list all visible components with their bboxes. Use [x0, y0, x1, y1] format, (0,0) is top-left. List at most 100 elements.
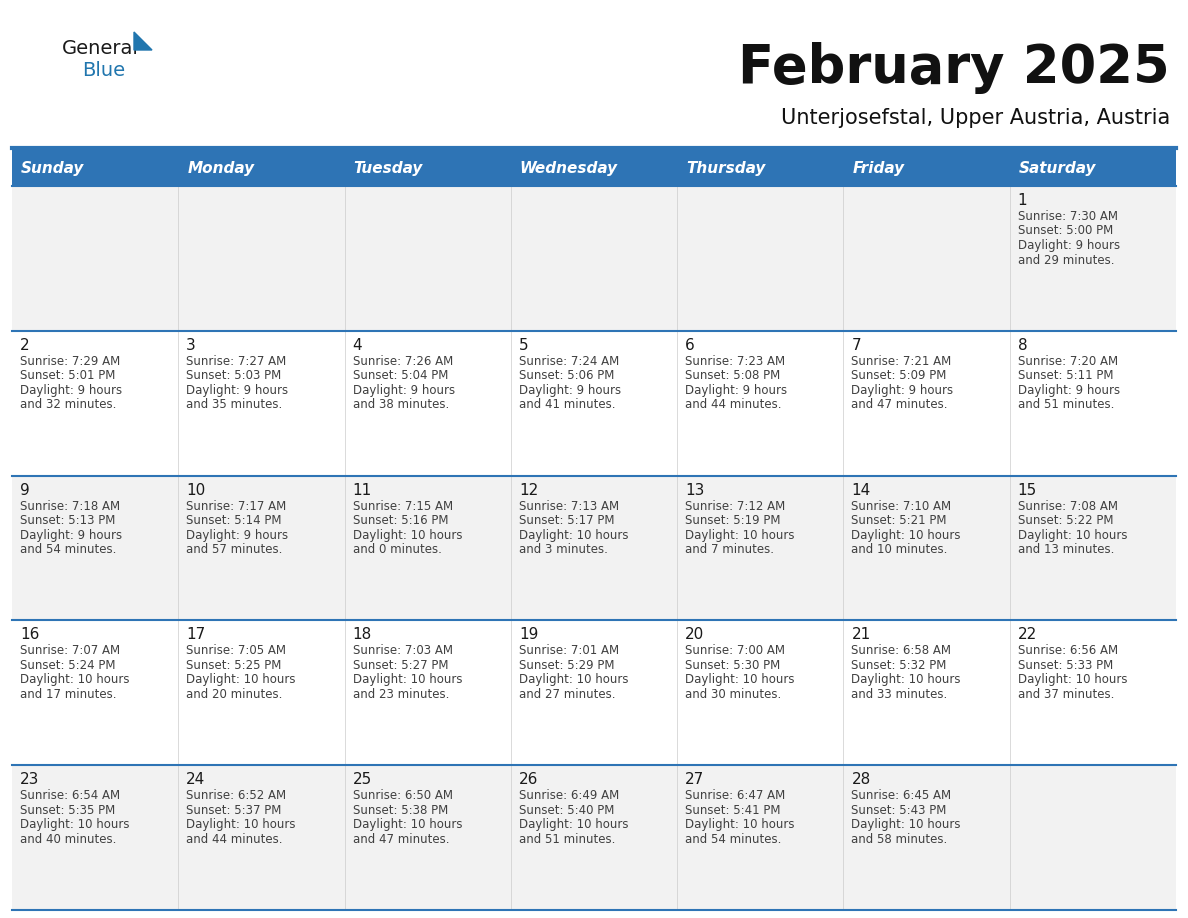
Text: and 27 minutes.: and 27 minutes.: [519, 688, 615, 701]
Text: Sunrise: 7:08 AM: Sunrise: 7:08 AM: [1018, 499, 1118, 512]
Text: Sunrise: 7:15 AM: Sunrise: 7:15 AM: [353, 499, 453, 512]
Text: and 17 minutes.: and 17 minutes.: [20, 688, 116, 701]
Text: Sunset: 5:38 PM: Sunset: 5:38 PM: [353, 803, 448, 817]
Text: 6: 6: [685, 338, 695, 353]
Text: and 58 minutes.: and 58 minutes.: [852, 833, 948, 845]
Text: Sunrise: 6:47 AM: Sunrise: 6:47 AM: [685, 789, 785, 802]
Text: 28: 28: [852, 772, 871, 788]
Text: and 38 minutes.: and 38 minutes.: [353, 398, 449, 411]
Text: February 2025: February 2025: [739, 42, 1170, 94]
Bar: [511, 148, 677, 186]
Text: 27: 27: [685, 772, 704, 788]
Text: Daylight: 10 hours: Daylight: 10 hours: [1018, 674, 1127, 687]
Text: Sunset: 5:04 PM: Sunset: 5:04 PM: [353, 369, 448, 382]
Text: Daylight: 10 hours: Daylight: 10 hours: [187, 818, 296, 831]
Text: 14: 14: [852, 483, 871, 498]
Bar: [12, 766, 1176, 910]
Text: Saturday: Saturday: [1019, 161, 1097, 175]
Text: 21: 21: [852, 627, 871, 643]
Text: Daylight: 10 hours: Daylight: 10 hours: [20, 818, 129, 831]
Text: Sunrise: 6:52 AM: Sunrise: 6:52 AM: [187, 789, 286, 802]
Bar: [1010, 148, 1176, 186]
Text: 23: 23: [20, 772, 39, 788]
Text: 4: 4: [353, 338, 362, 353]
Bar: [677, 148, 843, 186]
Text: Sunrise: 6:50 AM: Sunrise: 6:50 AM: [353, 789, 453, 802]
Bar: [12, 148, 178, 186]
Text: Friday: Friday: [853, 161, 904, 175]
Text: Sunset: 5:41 PM: Sunset: 5:41 PM: [685, 803, 781, 817]
Text: 25: 25: [353, 772, 372, 788]
Text: and 51 minutes.: and 51 minutes.: [1018, 398, 1114, 411]
Text: Monday: Monday: [188, 161, 254, 175]
Text: Daylight: 10 hours: Daylight: 10 hours: [353, 529, 462, 542]
Text: Sunrise: 6:56 AM: Sunrise: 6:56 AM: [1018, 644, 1118, 657]
Text: and 44 minutes.: and 44 minutes.: [187, 833, 283, 845]
Text: Sunset: 5:30 PM: Sunset: 5:30 PM: [685, 659, 781, 672]
Text: Sunset: 5:32 PM: Sunset: 5:32 PM: [852, 659, 947, 672]
Text: Sunset: 5:01 PM: Sunset: 5:01 PM: [20, 369, 115, 382]
Text: Daylight: 9 hours: Daylight: 9 hours: [187, 384, 289, 397]
Text: Sunset: 5:33 PM: Sunset: 5:33 PM: [1018, 659, 1113, 672]
Text: Sunset: 5:22 PM: Sunset: 5:22 PM: [1018, 514, 1113, 527]
Text: Daylight: 10 hours: Daylight: 10 hours: [353, 674, 462, 687]
Text: 5: 5: [519, 338, 529, 353]
Text: Sunrise: 7:21 AM: Sunrise: 7:21 AM: [852, 354, 952, 368]
Text: Tuesday: Tuesday: [354, 161, 423, 175]
Text: Daylight: 10 hours: Daylight: 10 hours: [20, 674, 129, 687]
Text: and 40 minutes.: and 40 minutes.: [20, 833, 116, 845]
Text: Sunset: 5:09 PM: Sunset: 5:09 PM: [852, 369, 947, 382]
Text: Sunset: 5:40 PM: Sunset: 5:40 PM: [519, 803, 614, 817]
Text: Daylight: 10 hours: Daylight: 10 hours: [519, 818, 628, 831]
Text: and 10 minutes.: and 10 minutes.: [852, 543, 948, 556]
Text: Sunrise: 7:20 AM: Sunrise: 7:20 AM: [1018, 354, 1118, 368]
Text: Sunrise: 6:45 AM: Sunrise: 6:45 AM: [852, 789, 952, 802]
Bar: [178, 148, 345, 186]
Text: 15: 15: [1018, 483, 1037, 498]
Text: Thursday: Thursday: [687, 161, 765, 175]
Text: 11: 11: [353, 483, 372, 498]
Text: Sunset: 5:43 PM: Sunset: 5:43 PM: [852, 803, 947, 817]
Text: 3: 3: [187, 338, 196, 353]
Text: Daylight: 9 hours: Daylight: 9 hours: [685, 384, 788, 397]
Text: Sunrise: 7:00 AM: Sunrise: 7:00 AM: [685, 644, 785, 657]
Text: Sunday: Sunday: [21, 161, 84, 175]
Text: Blue: Blue: [82, 61, 125, 80]
Text: 24: 24: [187, 772, 206, 788]
Text: Sunset: 5:27 PM: Sunset: 5:27 PM: [353, 659, 448, 672]
Text: 26: 26: [519, 772, 538, 788]
Text: and 0 minutes.: and 0 minutes.: [353, 543, 442, 556]
Text: Daylight: 10 hours: Daylight: 10 hours: [353, 818, 462, 831]
Text: Sunrise: 7:23 AM: Sunrise: 7:23 AM: [685, 354, 785, 368]
Text: Sunset: 5:11 PM: Sunset: 5:11 PM: [1018, 369, 1113, 382]
Text: 17: 17: [187, 627, 206, 643]
Text: Sunrise: 6:54 AM: Sunrise: 6:54 AM: [20, 789, 120, 802]
Text: Wednesday: Wednesday: [520, 161, 618, 175]
Text: and 23 minutes.: and 23 minutes.: [353, 688, 449, 701]
Text: Sunset: 5:21 PM: Sunset: 5:21 PM: [852, 514, 947, 527]
Text: Sunrise: 6:58 AM: Sunrise: 6:58 AM: [852, 644, 952, 657]
Text: Sunset: 5:14 PM: Sunset: 5:14 PM: [187, 514, 282, 527]
Text: and 47 minutes.: and 47 minutes.: [353, 833, 449, 845]
Text: Sunset: 5:37 PM: Sunset: 5:37 PM: [187, 803, 282, 817]
Text: Daylight: 10 hours: Daylight: 10 hours: [852, 818, 961, 831]
Text: Sunrise: 7:13 AM: Sunrise: 7:13 AM: [519, 499, 619, 512]
Text: and 3 minutes.: and 3 minutes.: [519, 543, 608, 556]
Bar: [12, 621, 1176, 766]
Text: Daylight: 9 hours: Daylight: 9 hours: [1018, 239, 1120, 252]
Text: Daylight: 9 hours: Daylight: 9 hours: [20, 384, 122, 397]
Text: Sunset: 5:00 PM: Sunset: 5:00 PM: [1018, 225, 1113, 238]
Text: and 32 minutes.: and 32 minutes.: [20, 398, 116, 411]
Text: and 29 minutes.: and 29 minutes.: [1018, 253, 1114, 266]
Text: Daylight: 10 hours: Daylight: 10 hours: [852, 529, 961, 542]
Text: Sunrise: 7:18 AM: Sunrise: 7:18 AM: [20, 499, 120, 512]
Text: Sunrise: 7:12 AM: Sunrise: 7:12 AM: [685, 499, 785, 512]
Text: Sunrise: 7:17 AM: Sunrise: 7:17 AM: [187, 499, 286, 512]
Text: Sunrise: 7:07 AM: Sunrise: 7:07 AM: [20, 644, 120, 657]
Text: Sunset: 5:16 PM: Sunset: 5:16 PM: [353, 514, 448, 527]
Text: and 54 minutes.: and 54 minutes.: [20, 543, 116, 556]
Polygon shape: [134, 32, 152, 50]
Bar: [12, 476, 1176, 621]
Text: 20: 20: [685, 627, 704, 643]
Text: and 41 minutes.: and 41 minutes.: [519, 398, 615, 411]
